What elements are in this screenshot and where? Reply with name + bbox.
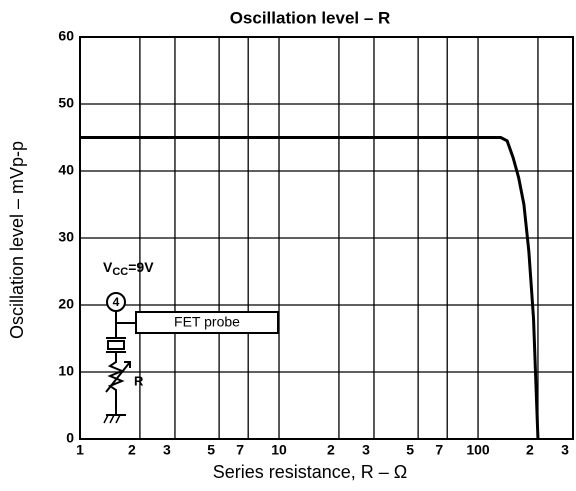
x-tick-label: 5 [207, 442, 215, 458]
y-tick-label: 10 [58, 363, 74, 379]
plot-frame [79, 36, 574, 440]
x-axis-label: Series resistance, R – Ω [213, 462, 408, 482]
x-tick-label: 3 [163, 442, 171, 458]
x-tick-label: 7 [236, 442, 244, 458]
y-tick-label: 30 [58, 229, 74, 245]
x-tick-label: 5 [406, 442, 414, 458]
y-tick-label: 50 [58, 95, 74, 111]
y-tick-label: 60 [58, 28, 74, 44]
supply-value: =9V [128, 259, 154, 275]
y-tick-label: 0 [66, 430, 74, 446]
x-tick-label: 3 [362, 442, 370, 458]
curve [80, 136, 540, 440]
x-tick-label: 1 [76, 442, 84, 458]
supply-sub: CC [112, 266, 128, 278]
ground [103, 414, 109, 424]
chart-title: Oscillation level – R [230, 8, 391, 27]
supply-v: V [103, 259, 113, 275]
probe-label: FET probe [174, 314, 240, 330]
x-tick-label: 10 [271, 442, 287, 458]
x-tick-label: 7 [435, 442, 443, 458]
ground [115, 414, 121, 424]
y-tick-label: 20 [58, 296, 74, 312]
ground [109, 414, 115, 424]
circuit-diagram [103, 292, 279, 424]
y-axis-label: Oscillation level – mVp-p [7, 141, 27, 339]
y-tick-label: 40 [58, 162, 74, 178]
supply-label: VCC=9V [103, 259, 154, 278]
resistor-arrow [105, 361, 131, 393]
x-tick-label: 2 [128, 442, 136, 458]
x-tick-label: 2 [526, 442, 534, 458]
pin-label: 4 [113, 295, 120, 309]
resistor [107, 352, 125, 415]
x-tick-label: 100 [466, 442, 490, 458]
resistor-label: R [134, 373, 144, 388]
x-tick-label: 2 [327, 442, 335, 458]
crystal [107, 340, 125, 350]
probe-box [135, 311, 279, 334]
resistor-arrow-head [124, 361, 131, 368]
x-tick-label: 3 [561, 442, 569, 458]
